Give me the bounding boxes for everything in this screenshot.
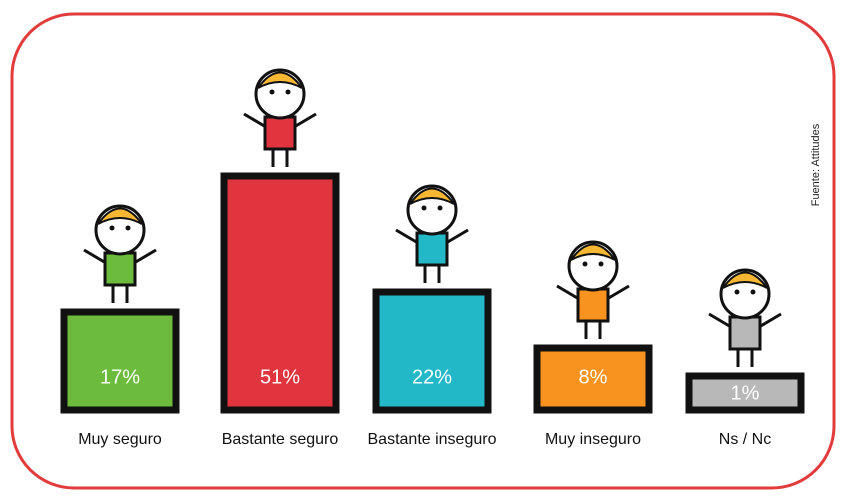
hair	[97, 207, 143, 225]
bar	[533, 344, 653, 414]
x-tick-label: Bastante seguro	[222, 431, 339, 448]
body	[103, 251, 137, 287]
body	[576, 287, 610, 323]
hair	[257, 71, 303, 89]
eye	[582, 261, 588, 267]
eye	[269, 89, 275, 95]
hair	[409, 187, 455, 205]
arm	[83, 248, 107, 265]
kid	[395, 184, 469, 283]
bar	[220, 172, 340, 414]
value-label: 22%	[412, 366, 452, 388]
arm	[606, 284, 630, 301]
eye	[109, 225, 115, 231]
bar	[60, 308, 180, 414]
bar	[685, 372, 805, 414]
arm	[243, 112, 267, 129]
arm	[133, 248, 157, 265]
hair	[722, 271, 768, 289]
eye	[437, 205, 443, 211]
eye	[125, 225, 131, 231]
bar	[372, 288, 492, 414]
body	[263, 115, 297, 151]
body	[415, 231, 449, 267]
arm	[708, 312, 732, 329]
arm	[293, 112, 317, 129]
eye	[421, 205, 427, 211]
eye	[598, 261, 604, 267]
body	[728, 315, 762, 351]
x-tick-label: Muy inseguro	[545, 431, 641, 448]
arm	[556, 284, 580, 301]
arm	[758, 312, 782, 329]
kid	[243, 68, 317, 167]
kid	[556, 240, 630, 339]
kid	[83, 204, 157, 303]
eye	[750, 289, 756, 295]
x-tick-label: Ns / Nc	[719, 431, 771, 448]
eye	[734, 289, 740, 295]
eye	[285, 89, 291, 95]
value-label: 51%	[260, 366, 300, 388]
arm	[445, 228, 469, 245]
x-tick-label: Bastante inseguro	[368, 431, 497, 448]
hair	[570, 243, 616, 261]
value-label: 17%	[100, 366, 140, 388]
frame	[10, 12, 836, 490]
kid	[708, 268, 782, 367]
value-label: 1%	[731, 382, 760, 404]
arm	[395, 228, 419, 245]
source: Fuente: Attitudes	[810, 123, 822, 206]
value-label: 8%	[579, 366, 608, 388]
x-tick-label: Muy seguro	[78, 431, 162, 448]
